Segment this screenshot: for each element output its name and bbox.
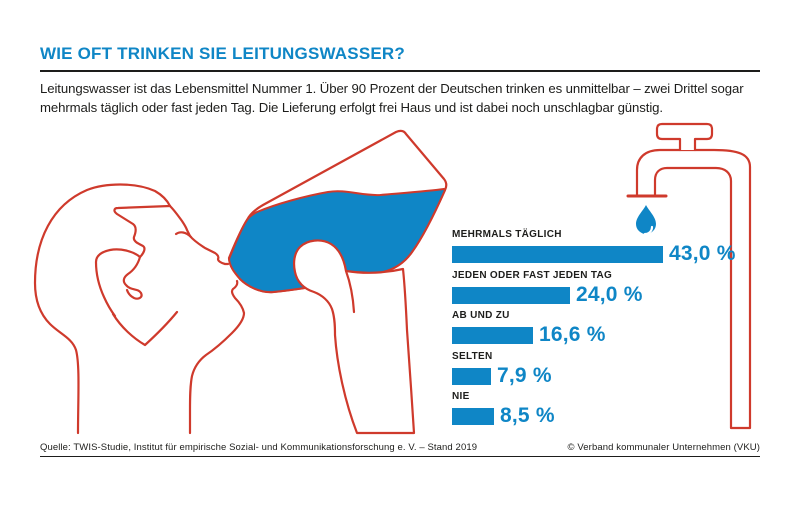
hand-outline <box>292 239 416 435</box>
bar <box>452 368 491 385</box>
bar-value: 24,0 % <box>576 283 643 306</box>
bar-label: NIE <box>452 391 470 402</box>
faucet-body <box>635 148 752 430</box>
drinking-person-illustration <box>33 129 448 435</box>
thumb-line <box>344 269 356 314</box>
footer-source: Quelle: TWIS-Studie, Institut für empiri… <box>40 442 478 453</box>
hair-forelock-line <box>113 204 172 259</box>
footer-copyright: © Verband kommunaler Unternehmen (VKU) <box>567 442 760 453</box>
faucet-handle <box>655 122 714 152</box>
bottle-water-fill <box>228 188 446 294</box>
bar-value: 7,9 % <box>497 364 552 387</box>
bar-label: MEHRMALS TÄGLICH <box>452 229 562 240</box>
bar <box>452 246 663 263</box>
bar-label: AB UND ZU <box>452 310 510 321</box>
page-title: WIE OFT TRINKEN SIE LEITUNGSWASSER? <box>40 44 405 63</box>
jaw-neck-wedge <box>111 310 179 347</box>
intro-text: Leitungswasser ist das Lebensmittel Numm… <box>40 81 744 115</box>
faucet-illustration <box>626 122 752 430</box>
bar-value: 16,6 % <box>539 323 606 346</box>
bar-value: 8,5 % <box>500 404 555 427</box>
bar <box>452 408 494 425</box>
eye-line <box>174 231 193 239</box>
chin-neck-line <box>188 279 246 435</box>
head-back-outline <box>33 183 172 435</box>
bar <box>452 327 533 344</box>
footer-rule <box>40 456 760 457</box>
bar-label: SELTEN <box>452 351 493 362</box>
ear-outline <box>94 248 142 318</box>
bar-value: 43,0 % <box>669 242 736 265</box>
bar <box>452 287 570 304</box>
water-drop-highlight <box>643 225 654 236</box>
title-divider <box>40 70 760 72</box>
face-profile-line <box>168 204 230 266</box>
bar-label: JEDEN ODER FAST JEDEN TAG <box>452 270 613 281</box>
ear-inner-curl <box>122 255 143 300</box>
